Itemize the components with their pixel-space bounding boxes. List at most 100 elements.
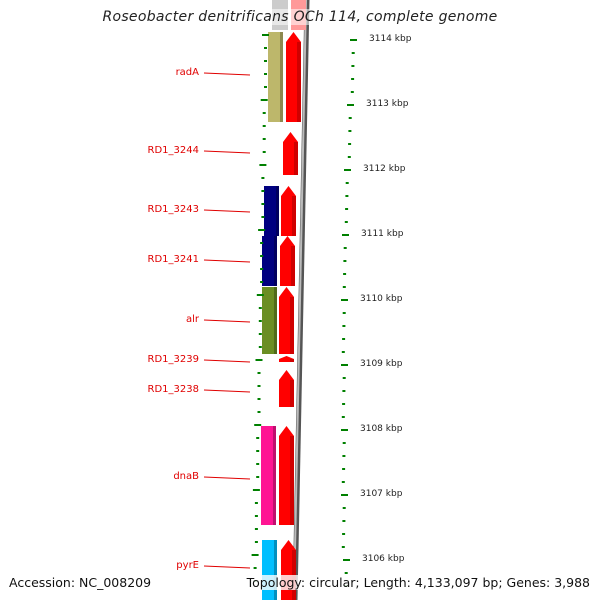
label-leader-line [203, 359, 251, 363]
gene-block-shade [274, 540, 277, 600]
gene-block-shade [276, 186, 279, 236]
inner-minor-tick [264, 60, 267, 62]
inner-minor-tick [254, 541, 258, 543]
inner-minor-tick [257, 372, 261, 374]
inner-minor-tick [260, 255, 264, 257]
scale-minor-tick [351, 52, 355, 54]
label-leader-line [203, 476, 251, 480]
scale-minor-tick [342, 377, 346, 379]
inner-major-tick [256, 294, 264, 296]
inner-major-tick [258, 229, 266, 231]
cds-arrow-shade [297, 42, 301, 122]
scale-minor-tick [342, 338, 346, 340]
scale-label: 3114 kbp [369, 34, 412, 44]
label-leader-line [203, 319, 251, 323]
scale-minor-tick [345, 208, 349, 210]
inner-minor-tick [256, 437, 260, 439]
scale-major-tick [350, 39, 357, 41]
scale-minor-tick [342, 507, 346, 509]
gene-block-RD1_3241[interactable] [262, 236, 277, 286]
inner-minor-tick [260, 268, 264, 270]
scale-minor-tick [342, 455, 346, 457]
scale-label: 3106 kbp [362, 554, 405, 564]
gene-label-radA[interactable]: radA [175, 67, 199, 78]
gene-label-dnaB[interactable]: dnaB [173, 471, 199, 482]
inner-minor-tick [257, 398, 261, 400]
scale-label: 3113 kbp [366, 99, 409, 109]
inner-minor-tick [257, 385, 261, 387]
scale-major-tick [347, 104, 354, 106]
scale-minor-tick [342, 325, 346, 327]
label-leader-line [203, 72, 251, 76]
inner-minor-tick [258, 307, 262, 309]
scale-major-tick [342, 234, 349, 236]
scale-label: 3108 kbp [360, 424, 403, 434]
cds-arrow-shade [290, 380, 294, 407]
inner-minor-tick [264, 73, 267, 75]
inner-major-tick [252, 489, 260, 491]
gene-label-RD1_3238[interactable]: RD1_3238 [147, 384, 199, 395]
gene-block-RD1_3243[interactable] [264, 186, 279, 236]
inner-major-tick [259, 164, 267, 166]
gene-label-RD1_3243[interactable]: RD1_3243 [147, 204, 199, 215]
gene-label-alr[interactable]: alr [185, 314, 199, 325]
scale-minor-tick [342, 442, 346, 444]
cds-arrow-shade [294, 142, 298, 175]
cds-arrow-shade [291, 246, 295, 286]
scale-minor-tick [341, 481, 345, 483]
gene-label-RD1_3239[interactable]: RD1_3239 [147, 354, 199, 365]
scale-minor-tick [348, 130, 352, 132]
scale-minor-tick [342, 390, 346, 392]
scale-minor-tick [343, 247, 347, 249]
inner-minor-tick [262, 125, 266, 127]
inner-minor-tick [253, 567, 257, 569]
label-leader-line [203, 150, 251, 154]
inner-minor-tick [254, 528, 258, 530]
inner-minor-tick [261, 177, 265, 179]
inner-major-tick [254, 424, 262, 426]
inner-major-tick [262, 34, 269, 36]
scale-minor-tick [343, 260, 347, 262]
cds-arrow-RD1_3244[interactable] [283, 132, 298, 175]
gene-label-pyrE[interactable]: pyrE [176, 560, 199, 571]
accession-text: Accession: NC_008209 [9, 575, 152, 590]
scale-minor-tick [348, 117, 352, 119]
scale-minor-tick [344, 221, 348, 223]
scale-label: 3107 kbp [360, 489, 403, 499]
inner-minor-tick [264, 86, 267, 88]
inner-minor-tick [260, 242, 264, 244]
cds-arrow-RD1_3239[interactable] [279, 356, 294, 362]
backbone-highlight [293, 0, 307, 600]
scale-minor-tick [350, 91, 354, 93]
gene-block-alr[interactable] [262, 287, 277, 354]
scale-major-tick [344, 169, 351, 171]
cds-arrow-RD1_3241[interactable] [280, 236, 295, 286]
gene-block-radA[interactable] [268, 32, 283, 122]
inner-minor-tick [262, 151, 266, 153]
scale-minor-tick [351, 78, 355, 80]
gene-label-RD1_3241[interactable]: RD1_3241 [147, 254, 199, 265]
cds-arrow-RD1_3238[interactable] [279, 370, 294, 407]
cds-arrow-alr[interactable] [279, 287, 294, 354]
inner-minor-tick [258, 320, 262, 322]
cds-arrow-radA[interactable] [286, 32, 301, 122]
gene-block-dnaB[interactable] [261, 426, 276, 525]
label-leader-line [203, 565, 251, 569]
cds-arrow-dnaB[interactable] [279, 426, 294, 525]
cds-arrow-shade [290, 359, 294, 362]
scale-major-tick [341, 429, 348, 431]
cds-arrow-shade [290, 297, 294, 354]
gene-block-shade [274, 236, 277, 286]
scale-minor-tick [344, 572, 348, 574]
inner-minor-tick [262, 138, 266, 140]
scale-minor-tick [343, 273, 347, 275]
inner-minor-tick [258, 333, 262, 335]
cds-arrow-RD1_3243[interactable] [281, 186, 296, 236]
scale-label: 3112 kbp [363, 164, 406, 174]
scale-minor-tick [342, 312, 346, 314]
scale-minor-tick [341, 546, 345, 548]
label-leader-line [203, 209, 251, 213]
gene-label-RD1_3244[interactable]: RD1_3244 [147, 145, 199, 156]
